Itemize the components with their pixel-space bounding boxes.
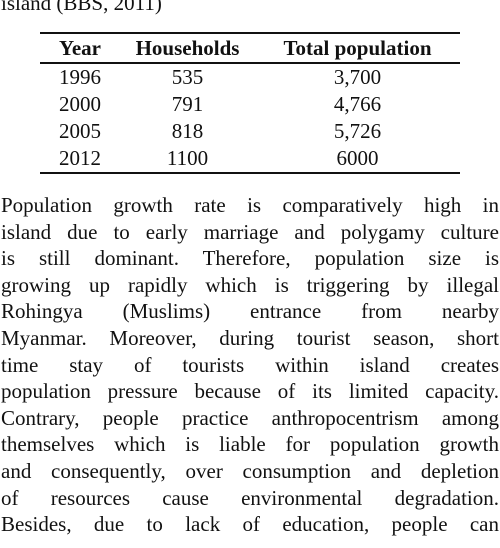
- table-row: 2000 791 4,766: [40, 91, 460, 118]
- paragraph-line: Population growth rate is comparatively …: [1, 193, 499, 217]
- table-row: 2012 1100 6000: [40, 145, 460, 173]
- paragraph-line: and consequently, over consumption and d…: [1, 458, 499, 483]
- cell-total-population: 3,700: [333, 65, 382, 89]
- paragraph-line: time stay of tourists within island crea…: [1, 352, 499, 377]
- body-paragraph: Population growth rate is comparatively …: [1, 192, 499, 538]
- paragraph-line: Myanmar. Moreover, during tourist season…: [1, 325, 499, 350]
- population-table: Year Households Total population 1996 53…: [40, 32, 460, 174]
- paragraph-line: Rohingya (Muslims) entrance from nearby: [1, 299, 499, 324]
- population-table-container: Year Households Total population 1996 53…: [40, 32, 460, 174]
- table-row: 2005 818 5,726: [40, 118, 460, 145]
- header-households: Households: [135, 36, 240, 60]
- cell-households: 791: [171, 92, 204, 116]
- paragraph-line: Besides, due to lack of education, peopl…: [1, 512, 499, 537]
- cell-year: 2005: [59, 119, 101, 143]
- paragraph-line: is still dominant. Therefore, population…: [1, 246, 499, 271]
- cell-households: 818: [171, 119, 204, 143]
- table-header-row: Year Households Total population: [40, 33, 460, 63]
- cell-total-population: 4,766: [333, 92, 382, 116]
- cell-households: 1100: [166, 146, 209, 170]
- paragraph-line: growing up rapidly which is triggering b…: [1, 272, 499, 297]
- cell-total-population: 6000: [336, 146, 379, 170]
- cell-year: 2000: [59, 92, 101, 116]
- paragraph-line: of resources cause environmental degrada…: [1, 485, 499, 510]
- cell-year: 2012: [59, 146, 101, 170]
- paragraph-line: Contrary, people practice anthropocentri…: [1, 405, 499, 430]
- cell-total-population: 5,726: [333, 119, 382, 143]
- cell-year: 1996: [59, 65, 101, 89]
- table-caption: island (BBS, 2011): [1, 0, 162, 15]
- cell-households: 535: [171, 65, 204, 89]
- paragraph-line: themselves which is liable for populatio…: [1, 432, 499, 457]
- paragraph-line: island due to early marriage and polygam…: [1, 219, 499, 244]
- table-row: 1996 535 3,700: [40, 63, 460, 91]
- paragraph-line: population pressure because of its limit…: [1, 379, 499, 404]
- header-total-population: Total population: [283, 36, 432, 60]
- header-year: Year: [59, 36, 101, 60]
